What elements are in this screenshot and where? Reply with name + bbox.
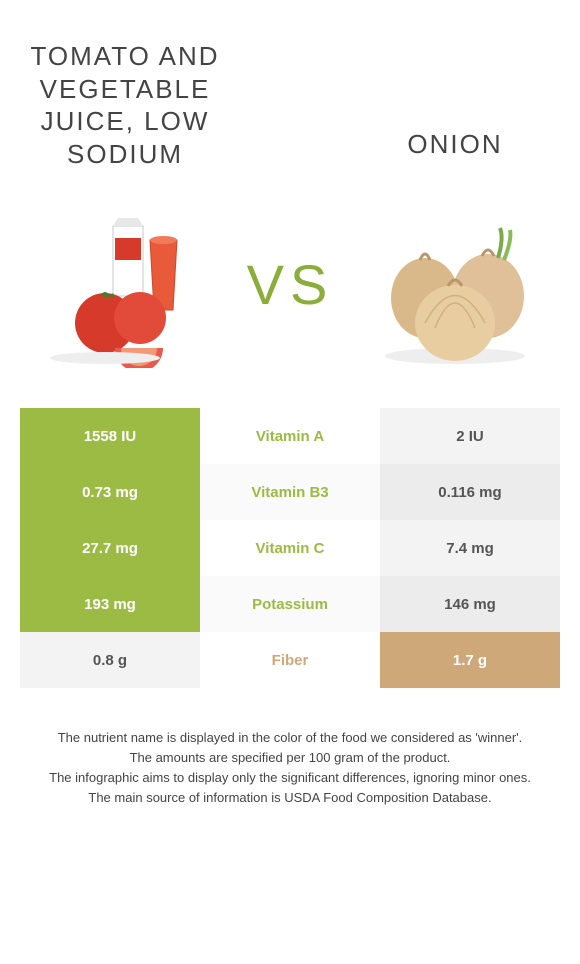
footer-line: The main source of information is USDA F… — [20, 788, 560, 808]
product-a-column: Tomato and vegetable juice, low sodium — [20, 20, 230, 378]
value-a-cell: 193 mg — [20, 576, 200, 632]
nutrient-cell: Vitamin B3 — [200, 464, 380, 520]
value-a-cell: 0.8 g — [20, 632, 200, 688]
vs-column: VS — [230, 82, 350, 317]
product-b-title: Onion — [407, 20, 502, 190]
value-b-cell: 7.4 mg — [380, 520, 560, 576]
vs-label: VS — [247, 252, 334, 317]
table-row: 27.7 mgVitamin C7.4 mg — [20, 520, 560, 576]
nutrient-cell: Vitamin C — [200, 520, 380, 576]
value-b-cell: 0.116 mg — [380, 464, 560, 520]
nutrient-cell: Potassium — [200, 576, 380, 632]
footer-notes: The nutrient name is displayed in the co… — [20, 728, 560, 809]
value-b-cell: 1.7 g — [380, 632, 560, 688]
table-row: 193 mgPotassium146 mg — [20, 576, 560, 632]
value-b-cell: 146 mg — [380, 576, 560, 632]
product-b-image — [370, 208, 540, 378]
product-b-column: Onion — [350, 20, 560, 378]
nutrient-cell: Fiber — [200, 632, 380, 688]
footer-line: The infographic aims to display only the… — [20, 768, 560, 788]
nutrient-table: 1558 IUVitamin A2 IU0.73 mgVitamin B30.1… — [20, 408, 560, 688]
footer-line: The amounts are specified per 100 gram o… — [20, 748, 560, 768]
nutrient-cell: Vitamin A — [200, 408, 380, 464]
value-b-cell: 2 IU — [380, 408, 560, 464]
table-row: 0.8 gFiber1.7 g — [20, 632, 560, 688]
comparison-header: Tomato and vegetable juice, low sodium — [0, 0, 580, 378]
product-a-image — [40, 208, 210, 378]
table-row: 1558 IUVitamin A2 IU — [20, 408, 560, 464]
value-a-cell: 0.73 mg — [20, 464, 200, 520]
product-a-title: Tomato and vegetable juice, low sodium — [20, 20, 230, 190]
value-a-cell: 27.7 mg — [20, 520, 200, 576]
table-row: 0.73 mgVitamin B30.116 mg — [20, 464, 560, 520]
value-a-cell: 1558 IU — [20, 408, 200, 464]
footer-line: The nutrient name is displayed in the co… — [20, 728, 560, 748]
